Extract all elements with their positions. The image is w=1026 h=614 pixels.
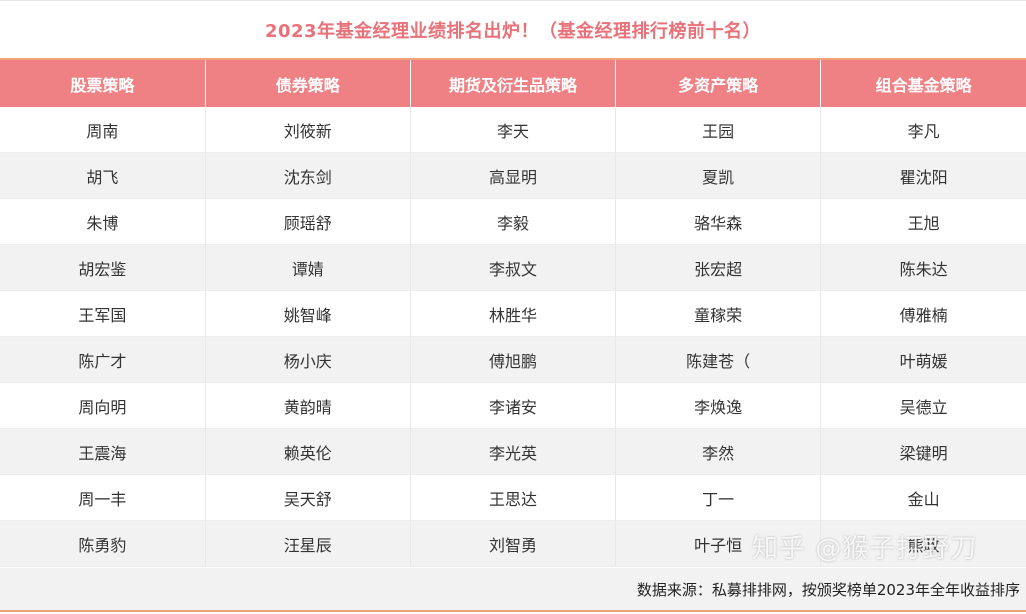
- manager-name-cell-fof: 傅雅楠: [820, 290, 1026, 337]
- manager-name-cell-stock: 胡宏鉴: [0, 244, 206, 291]
- manager-name-cell-bond: 吴天舒: [205, 474, 411, 521]
- manager-name-cell-stock: 王军国: [0, 290, 206, 337]
- manager-name-cell-bond: 汪星辰: [205, 520, 411, 567]
- table-body: 周南 刘筱新 李天 王园 李凡 胡飞 沈东剑 高显明 夏凯 瞿沈阳 朱博 顾瑶舒 李毅 骆华森 王旭 胡宏鉴谭…: [0, 107, 1026, 567]
- manager-name-cell-bond: 姚智峰: [205, 290, 411, 337]
- manager-name-cell-fof: 吴德立: [820, 382, 1026, 429]
- table-row: 王震海 赖英伦 李光英 李然 梁键明: [0, 428, 1026, 475]
- manager-name-cell-multi-asset: 丁一: [615, 474, 822, 521]
- manager-name-cell-stock: 周一丰: [0, 474, 206, 521]
- manager-name-cell-futures: 李叔文: [410, 244, 617, 291]
- page-title: 2023年基金经理业绩排名出炉！（基金经理排行榜前十名）: [0, 0, 1026, 60]
- column-header-stock: 股票策略: [0, 60, 206, 107]
- manager-name-cell-stock: 陈勇豹: [0, 520, 206, 567]
- manager-name-cell-futures: 李毅: [410, 198, 617, 245]
- manager-name-cell-stock: 周南: [0, 107, 206, 153]
- manager-name-cell-multi-asset: 夏凯: [615, 152, 822, 199]
- manager-name-cell-futures: 李光英: [410, 428, 617, 475]
- manager-name-cell-multi-asset: 王园: [615, 107, 822, 153]
- manager-name-cell-stock: 周向明: [0, 382, 206, 429]
- manager-name-cell-futures: 刘智勇: [410, 520, 617, 567]
- manager-name-cell-futures: 李天: [410, 107, 617, 153]
- table-row: 周南 刘筱新 李天 王园 李凡: [0, 107, 1026, 153]
- table-row: 王军国 姚智峰 林胜华 童稼荣 傅雅楠: [0, 290, 1026, 337]
- manager-name-cell-fof: 叶萌媛: [820, 336, 1026, 383]
- data-source-note: 数据来源：私募排排网，按颁奖榜单2023年全年收益排序: [0, 568, 1026, 612]
- manager-name-cell-futures: 王思达: [410, 474, 617, 521]
- manager-name-cell-futures: 李诸安: [410, 382, 617, 429]
- manager-name-cell-fof: 李凡: [820, 107, 1026, 153]
- table-row: 朱博 顾瑶舒 李毅 骆华森 王旭: [0, 198, 1026, 245]
- manager-name-cell-fof: 王旭: [820, 198, 1026, 245]
- manager-name-cell-stock: 王震海: [0, 428, 206, 475]
- manager-name-cell-futures: 傅旭鹏: [410, 336, 617, 383]
- table-row: 陈勇豹 汪星辰 刘智勇 叶子恒 熊政: [0, 520, 1026, 567]
- manager-name-cell-multi-asset: 李然: [615, 428, 822, 475]
- column-header-multi-asset: 多资产策略: [615, 60, 822, 107]
- manager-name-cell-bond: 赖英伦: [205, 428, 411, 475]
- manager-name-cell-bond: 沈东剑: [205, 152, 411, 199]
- table-row: 周向明 黄韵晴 李诸安 李焕逸 吴德立: [0, 382, 1026, 429]
- table-row: 陈广才 杨小庆 傅旭鹏 陈建苍（ 叶萌媛: [0, 336, 1026, 383]
- column-header-fof: 组合基金策略: [820, 60, 1026, 107]
- table-row: 周一丰 吴天舒 王思达 丁一 金山: [0, 474, 1026, 521]
- manager-name-cell-multi-asset: 童稼荣: [615, 290, 822, 337]
- table-row: 胡宏鉴 谭婧 李叔文 张宏超 陈朱达: [0, 244, 1026, 291]
- manager-name-cell-bond: 杨小庆: [205, 336, 411, 383]
- manager-name-cell-multi-asset: 张宏超: [615, 244, 822, 291]
- manager-name-cell-bond: 黄韵晴: [205, 382, 411, 429]
- manager-name-cell-futures: 高显明: [410, 152, 617, 199]
- manager-name-cell-bond: 顾瑶舒: [205, 198, 411, 245]
- manager-name-cell-stock: 朱博: [0, 198, 206, 245]
- manager-name-cell-multi-asset: 李焕逸: [615, 382, 822, 429]
- manager-name-cell-fof: 金山: [820, 474, 1026, 521]
- watermark: 知乎 @猴子打野刀: [752, 534, 978, 564]
- manager-name-cell-stock: 胡飞: [0, 152, 206, 199]
- manager-name-cell-multi-asset: 陈建苍（: [615, 336, 822, 383]
- manager-name-cell-multi-asset: 叶子恒: [615, 520, 822, 567]
- column-header-bond: 债券策略: [205, 60, 411, 107]
- table-row: 胡飞 沈东剑 高显明 夏凯 瞿沈阳: [0, 152, 1026, 199]
- manager-name-cell-fof: 陈朱达: [820, 244, 1026, 291]
- manager-name-cell-bond: 刘筱新: [205, 107, 411, 153]
- ranking-table: 股票策略 债券策略 期货及衍生品策略 多资产策略 组合基金策略 周南 刘筱新 李天王…: [0, 60, 1026, 567]
- manager-name-cell-multi-asset: 骆华森: [615, 198, 822, 245]
- header-row: 股票策略 债券策略 期货及衍生品策略 多资产策略 组合基金策略: [0, 60, 1026, 107]
- manager-name-cell-futures: 林胜华: [410, 290, 617, 337]
- manager-name-cell-fof: 梁键明: [820, 428, 1026, 475]
- manager-name-cell-stock: 陈广才: [0, 336, 206, 383]
- manager-name-cell-fof: 瞿沈阳: [820, 152, 1026, 199]
- manager-name-cell-bond: 谭婧: [205, 244, 411, 291]
- manager-name-cell-fof: 熊政: [820, 520, 1026, 567]
- column-header-futures: 期货及衍生品策略: [410, 60, 617, 107]
